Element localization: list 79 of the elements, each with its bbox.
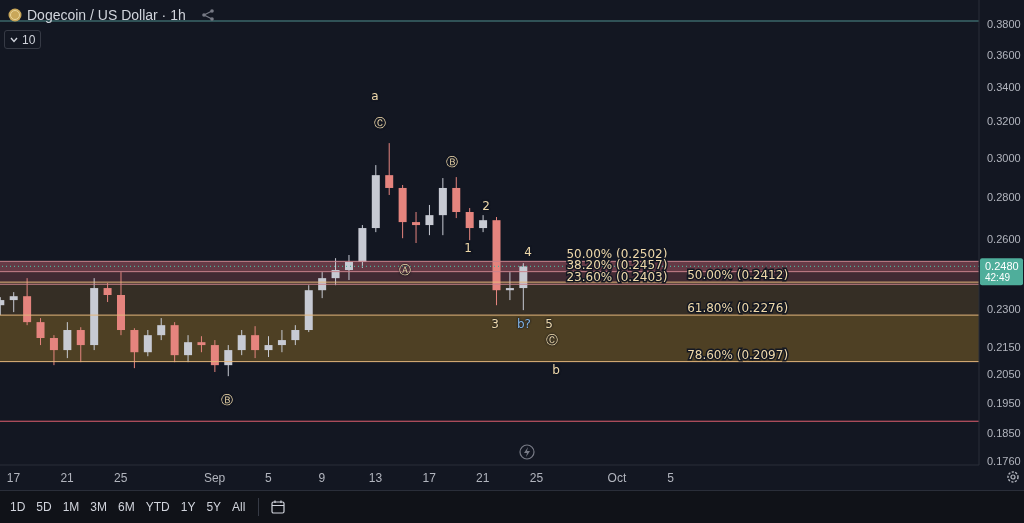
annotation: 3 xyxy=(491,317,499,331)
annotation: 2 xyxy=(482,199,490,213)
annotation: Ⓒ xyxy=(546,333,558,347)
x-tick-label: 5 xyxy=(264,470,272,485)
annotation: Ⓑ xyxy=(221,393,233,407)
candlestick xyxy=(505,271,514,301)
candlestick xyxy=(9,291,18,313)
candlestick xyxy=(210,339,219,373)
text: 42:49 xyxy=(985,272,1011,284)
annotation: 61.80% (0.2276) xyxy=(687,301,789,316)
text: All xyxy=(232,500,246,514)
candlestick xyxy=(385,142,394,196)
annotation: 78.60% (0.2097) xyxy=(687,347,789,362)
text: 3M xyxy=(90,500,108,514)
candlestick xyxy=(130,327,139,369)
x-tick-label: 21 xyxy=(476,470,490,485)
text: 6M xyxy=(118,500,135,514)
candlestick xyxy=(103,282,112,303)
annotation: Ⓒ xyxy=(374,116,386,130)
candlestick xyxy=(479,214,488,233)
x-tick-label: 25 xyxy=(529,470,544,485)
x-tick-label: 21 xyxy=(60,470,75,485)
x-tick-label: 17 xyxy=(6,470,21,485)
candlestick xyxy=(264,335,273,358)
candlestick xyxy=(412,211,421,244)
y-tick-label: 0.1760 xyxy=(987,455,1021,468)
annotation: 1 xyxy=(464,241,472,255)
y-tick-label: 0.2600 xyxy=(987,233,1021,246)
annotation: b xyxy=(552,363,560,377)
candlestick xyxy=(465,207,474,241)
y-tick-label: 0.2800 xyxy=(987,191,1021,204)
y-tick-label: 0.3400 xyxy=(987,81,1021,94)
text: 1Y xyxy=(180,500,196,514)
annotation: 10 xyxy=(22,32,36,47)
candlestick xyxy=(76,326,85,363)
x-tick-label: 25 xyxy=(114,470,128,485)
y-tick-label: 0.1950 xyxy=(987,396,1021,409)
annotation: 4 xyxy=(524,245,532,259)
y-tick-label: 0.2300 xyxy=(987,303,1021,316)
annotation: b? xyxy=(517,317,531,331)
candlestick xyxy=(251,325,260,359)
y-tick-label: 0.2050 xyxy=(987,368,1021,381)
candlestick xyxy=(157,317,166,341)
candlestick xyxy=(425,204,434,236)
candlestick xyxy=(344,254,353,281)
candlestick xyxy=(277,329,286,353)
text: 1D xyxy=(10,500,26,514)
annotation: 5 xyxy=(545,317,553,331)
candlestick xyxy=(184,334,193,363)
text: 5D xyxy=(36,500,52,514)
y-tick-label: 0.2150 xyxy=(987,341,1021,354)
text: Dogecoin / US Dollar · 1h xyxy=(27,7,186,23)
ref-line-label: 0.2480 xyxy=(985,260,1019,273)
annotation: 50.00% (0.2412) xyxy=(687,268,789,283)
x-tick-label: 9 xyxy=(318,470,326,485)
candlestick xyxy=(49,334,58,366)
annotation: a xyxy=(371,89,379,103)
candlestick xyxy=(224,344,233,377)
text: 1M xyxy=(62,500,80,514)
x-tick-label: Sep xyxy=(203,470,226,485)
text: YTD xyxy=(145,500,170,514)
annotation: 23.60% (0.2403) xyxy=(566,270,668,285)
candlestick xyxy=(291,324,300,346)
annotation: Ⓑ xyxy=(446,155,458,169)
x-tick-label: 5 xyxy=(667,470,675,485)
x-tick-label: Oct xyxy=(607,470,627,485)
candlestick xyxy=(143,329,152,357)
x-tick-label: 13 xyxy=(368,470,383,485)
candlestick xyxy=(63,321,72,359)
y-tick-label: 0.1850 xyxy=(987,426,1021,439)
y-tick-label: 0.3200 xyxy=(987,115,1021,128)
candlestick xyxy=(237,329,246,356)
annotation: Ⓐ xyxy=(399,263,411,277)
text: 5Y xyxy=(206,500,222,514)
y-tick-label: 0.3800 xyxy=(987,17,1021,30)
y-tick-label: 0.3000 xyxy=(987,152,1021,165)
x-tick-label: 17 xyxy=(422,470,437,485)
y-tick-label: 0.3600 xyxy=(987,48,1021,61)
candlestick xyxy=(36,317,45,346)
